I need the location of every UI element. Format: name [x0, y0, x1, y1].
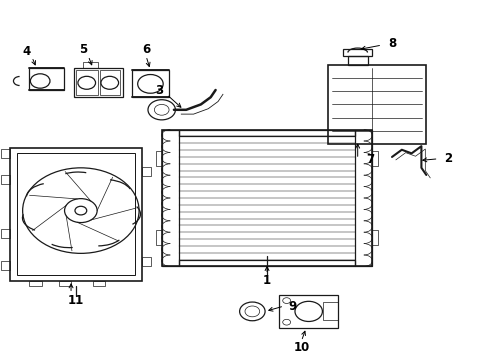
Text: 3: 3	[155, 84, 163, 97]
Bar	[1, 229, 10, 238]
Bar	[76, 70, 98, 95]
Bar	[179, 260, 355, 266]
Bar	[93, 281, 105, 286]
Bar	[1, 149, 10, 158]
Text: 9: 9	[289, 300, 296, 312]
Bar	[343, 49, 372, 56]
Bar	[328, 65, 426, 144]
Bar	[83, 62, 98, 68]
Bar	[10, 148, 142, 281]
Text: 6: 6	[142, 43, 150, 56]
Text: 10: 10	[293, 341, 310, 354]
Bar	[59, 281, 71, 286]
Bar	[142, 257, 151, 266]
Text: 1: 1	[263, 274, 271, 287]
Bar	[100, 70, 120, 95]
Bar	[348, 56, 368, 65]
Bar	[142, 167, 151, 176]
Bar	[162, 130, 179, 266]
Text: 4: 4	[23, 45, 31, 58]
Bar	[162, 130, 372, 266]
Bar	[372, 230, 378, 245]
Bar	[29, 68, 64, 90]
Bar	[156, 230, 162, 245]
Text: 7: 7	[366, 153, 374, 166]
Bar	[29, 281, 42, 286]
Bar	[74, 68, 122, 97]
Bar	[1, 175, 10, 184]
Bar	[279, 295, 338, 328]
Bar	[323, 302, 338, 320]
Bar	[132, 70, 169, 97]
Bar	[179, 130, 355, 136]
Bar	[1, 261, 10, 270]
Bar	[17, 153, 135, 275]
Text: 8: 8	[388, 37, 396, 50]
Bar	[156, 151, 162, 166]
Bar	[355, 130, 372, 266]
Text: 2: 2	[444, 152, 452, 165]
Text: 11: 11	[68, 294, 84, 307]
Bar	[372, 151, 378, 166]
Text: 5: 5	[79, 43, 87, 56]
